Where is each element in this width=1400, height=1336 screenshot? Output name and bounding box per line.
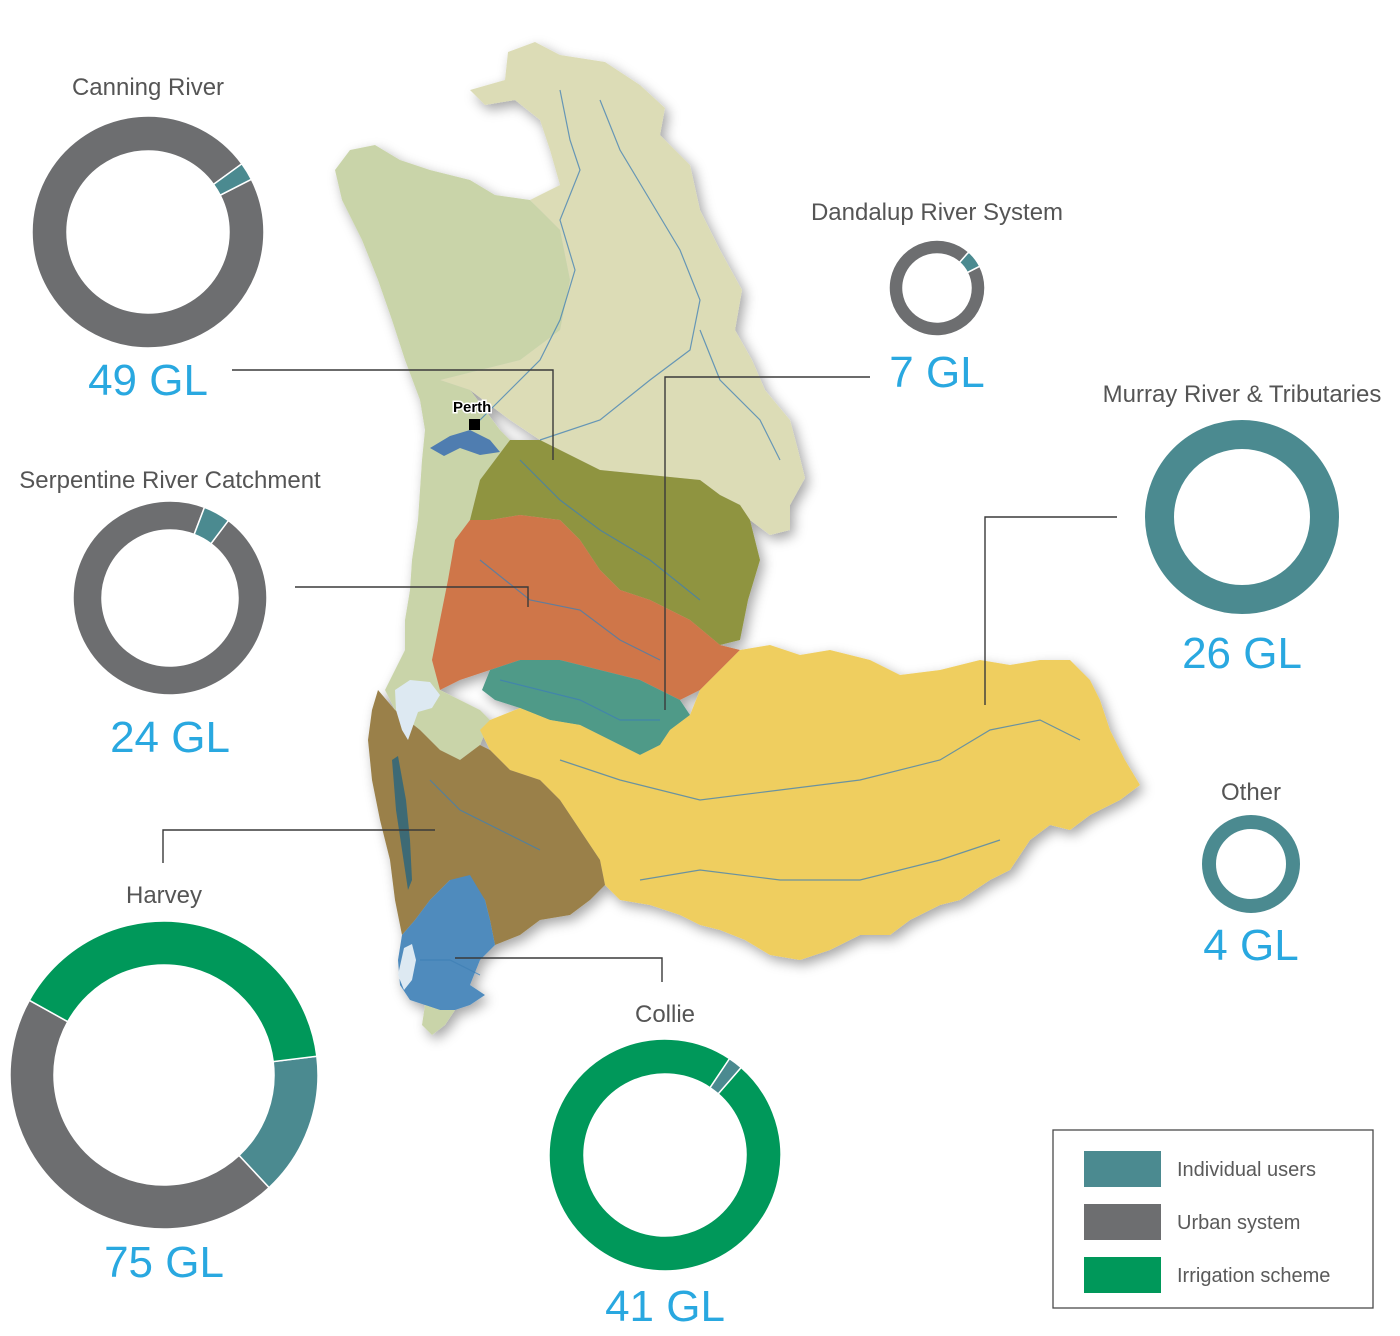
leader-lines: [162, 369, 1117, 982]
donut-murray-river-and-tributaries: Murray River & Tributaries 26 GL: [1103, 381, 1382, 678]
donut-slice-collie-individual-users[interactable]: [709, 1057, 743, 1095]
chart-title-canning-river: Canning River: [72, 74, 224, 101]
swan-river-water: [430, 430, 500, 456]
donut-slice-dandalup-river-system-individual-users[interactable]: [958, 250, 981, 274]
donut-other: Other 4 GL: [1202, 779, 1300, 970]
chart-total-dandalup-river-system: 7 GL: [889, 348, 984, 397]
chart-total-collie: 41 GL: [605, 1282, 725, 1331]
donut-slice-canning-river-urban-system[interactable]: [31, 115, 265, 349]
catchment-coastal-plain[interactable]: [335, 145, 570, 760]
donut-slice-serpentine-river-catchment-urban-system[interactable]: [72, 500, 268, 696]
leader-dandalup: [664, 376, 870, 710]
chart-total-canning-river: 49 GL: [88, 356, 208, 405]
river-lines: [420, 89, 1081, 976]
catchment-dandalup[interactable]: [482, 660, 690, 755]
donut-slice-murray-river-and-tributaries-individual-users[interactable]: [1145, 420, 1339, 614]
catchment-harvey[interactable]: [368, 690, 605, 945]
chart-total-harvey: 75 GL: [104, 1238, 224, 1287]
legend-swatch-urban-system: [1084, 1204, 1161, 1240]
donut-slice-other-individual-users[interactable]: [1202, 815, 1300, 913]
legend-swatch-individual-users: [1084, 1151, 1161, 1187]
donut-charts: Canning River 49 GL Dandalup River System 7…: [9, 74, 1382, 1331]
legend-label-individual-users: Individual users: [1177, 1159, 1316, 1181]
coastal-lakes: [392, 756, 412, 890]
chart-title-serpentine-river-catchment: Serpentine River Catchment: [19, 467, 321, 494]
chart-title-collie: Collie: [635, 1001, 695, 1028]
chart-title-murray-river-and-tributaries: Murray River & Tributaries: [1103, 381, 1382, 408]
legend-swatch-irrigation-scheme: [1084, 1257, 1161, 1293]
donut-slice-dandalup-river-system-urban-system[interactable]: [888, 239, 986, 337]
chart-title-dandalup-river-system: Dandalup River System: [811, 199, 1063, 226]
donut-dandalup-river-system: Dandalup River System 7 GL: [811, 199, 1063, 397]
chart-total-serpentine-river-catchment: 24 GL: [110, 713, 230, 762]
legend: Individual users Urban system Irrigation…: [1052, 1129, 1374, 1309]
donut-serpentine-river-catchment: Serpentine River Catchment 24 GL: [19, 467, 321, 762]
donut-slice-canning-river-individual-users[interactable]: [212, 162, 253, 197]
catchment-murray[interactable]: [480, 645, 1140, 960]
donut-slice-harvey-urban-system[interactable]: [9, 999, 271, 1230]
legend-label-irrigation-scheme: Irrigation scheme: [1177, 1265, 1330, 1287]
catchment-collie[interactable]: [398, 875, 495, 1010]
donut-harvey: Harvey 75 GL: [9, 882, 319, 1287]
chart-title-harvey: Harvey: [126, 882, 202, 909]
chart-total-other: 4 GL: [1203, 921, 1298, 970]
catchment-serpentine-upper[interactable]: [470, 440, 760, 645]
leader-serpentine: [295, 586, 529, 607]
donut-slice-serpentine-river-catchment-individual-users[interactable]: [193, 506, 230, 545]
leader-canning: [232, 369, 554, 460]
chart-title-other: Other: [1221, 779, 1281, 806]
perth-label: Perth: [453, 399, 491, 416]
donut-canning-river: Canning River 49 GL: [31, 74, 265, 405]
donut-slice-collie-irrigation-scheme[interactable]: [548, 1038, 782, 1272]
catchment-south-tip: [422, 1005, 455, 1035]
chart-total-murray-river-and-tributaries: 26 GL: [1182, 629, 1302, 678]
catchment-canning[interactable]: [440, 42, 805, 535]
inlet-water: [398, 944, 416, 990]
perth-city-marker[interactable]: [469, 419, 480, 430]
leader-murray: [984, 516, 1117, 705]
estuary-water: [395, 680, 440, 740]
leader-collie: [455, 957, 663, 982]
catchment-map: Perth: [335, 42, 1140, 1035]
donut-collie: Collie 41 GL: [548, 1001, 782, 1331]
legend-label-urban-system: Urban system: [1177, 1212, 1300, 1234]
donut-slice-harvey-irrigation-scheme[interactable]: [28, 920, 318, 1063]
leader-harvey: [162, 829, 435, 863]
catchment-serpentine[interactable]: [432, 515, 740, 700]
